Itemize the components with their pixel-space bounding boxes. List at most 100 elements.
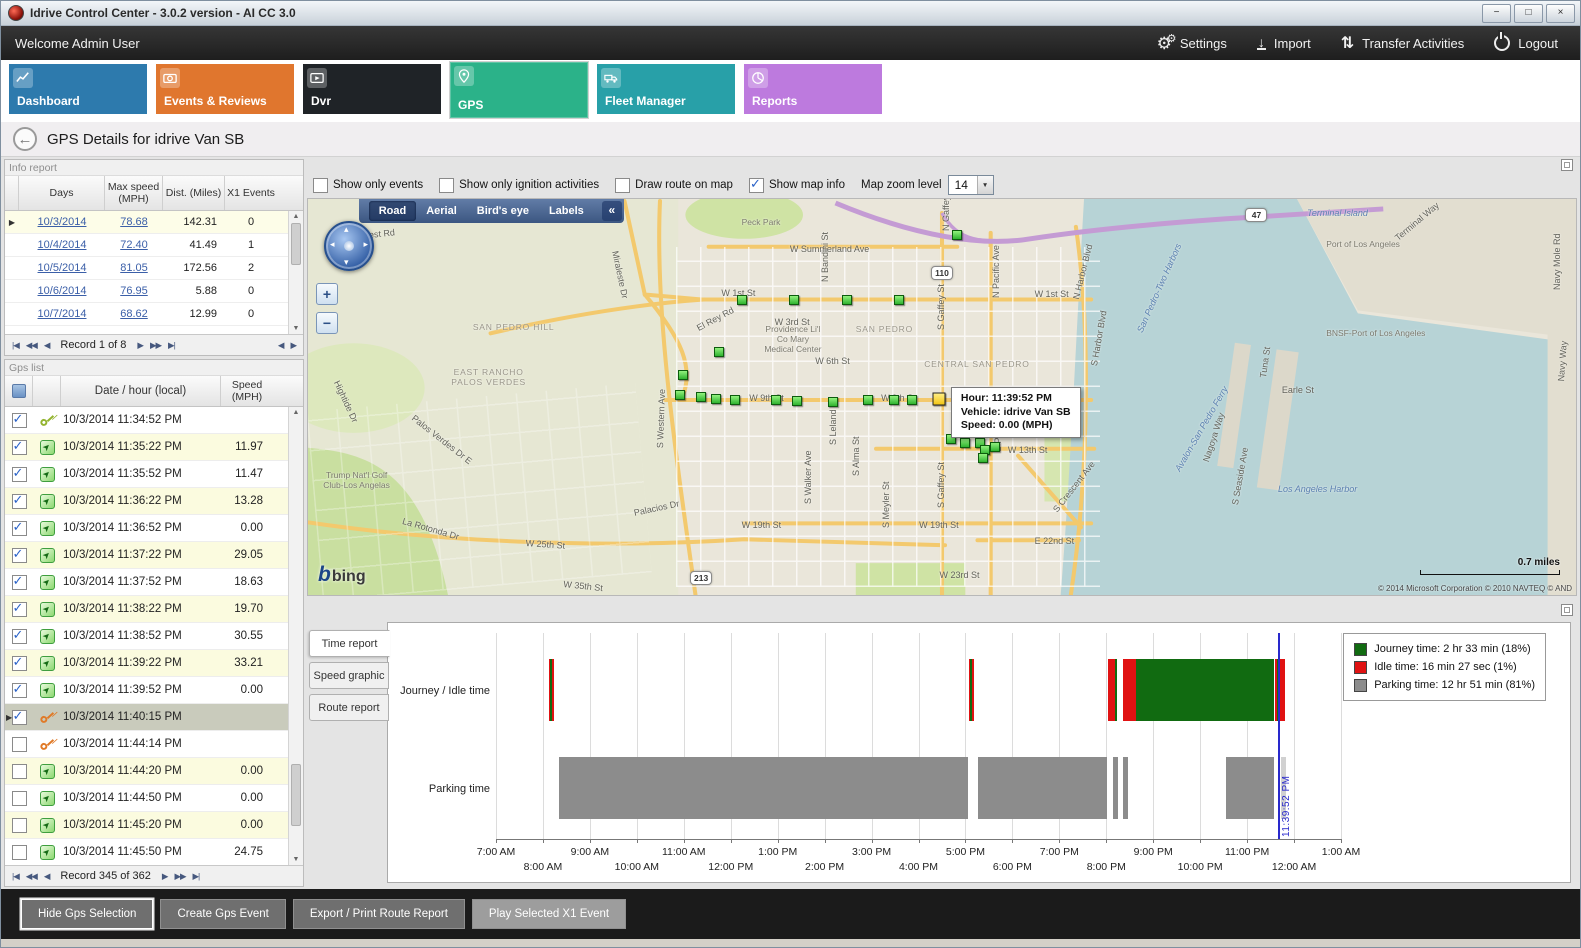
gps-marker[interactable] xyxy=(827,397,838,408)
gps-marker[interactable] xyxy=(711,393,722,404)
max-speed-link[interactable]: 81.05 xyxy=(120,262,148,274)
gps-list-row[interactable]: 10/3/2014 11:36:52 PM 0.00 xyxy=(5,515,303,542)
scroll-up-icon[interactable]: ▲ xyxy=(292,213,300,220)
collapse-icon[interactable]: « xyxy=(601,201,622,221)
checkbox-icon[interactable] xyxy=(313,177,328,193)
checkbox-icon[interactable] xyxy=(439,177,455,193)
row-checkbox[interactable] xyxy=(11,546,27,563)
gps-list-row[interactable]: 10/3/2014 11:37:22 PM 29.05 xyxy=(5,542,303,569)
day-link[interactable]: 10/4/2014 xyxy=(37,239,87,251)
map-view-birds-eye[interactable]: Bird's eye xyxy=(476,205,529,217)
row-checkbox[interactable] xyxy=(11,411,27,428)
day-link[interactable]: 10/3/2014 xyxy=(37,216,87,228)
info-report-row[interactable]: ▶ 10/3/2014 78.68 142.31 0 xyxy=(5,211,303,234)
gps-marker[interactable] xyxy=(713,347,724,358)
row-checkbox[interactable] xyxy=(11,736,27,752)
back-button[interactable]: ← xyxy=(13,127,37,151)
row-checkbox[interactable] xyxy=(11,573,27,590)
row-checkbox[interactable] xyxy=(11,763,27,779)
gps-marker[interactable] xyxy=(792,395,803,406)
maximize-button[interactable]: □ xyxy=(1514,3,1543,23)
pager-last-button[interactable]: ▶| xyxy=(192,870,201,881)
gps-marker[interactable] xyxy=(975,437,986,448)
export-print-route-report-button[interactable]: Export / Print Route Report xyxy=(292,899,465,929)
gps-list-row[interactable]: ▶ 10/3/2014 11:40:15 PM xyxy=(5,704,303,731)
checkbox-draw-route[interactable]: Draw route on map xyxy=(615,177,733,193)
info-report-scrollbar[interactable]: ▲ ▼ xyxy=(288,211,303,334)
scrollbar-thumb[interactable] xyxy=(291,764,301,827)
gps-marker[interactable] xyxy=(959,437,970,448)
gps-marker[interactable] xyxy=(893,294,904,305)
compass-center[interactable] xyxy=(344,241,354,251)
tab-events-reviews[interactable]: Events & Reviews xyxy=(156,64,294,114)
pan-up-icon[interactable]: ▴ xyxy=(344,224,349,234)
gps-list-scrollbar[interactable]: ▲ ▼ xyxy=(288,407,303,865)
gps-marker[interactable] xyxy=(977,452,988,463)
gps-marker[interactable] xyxy=(730,395,741,406)
tab-time-report[interactable]: Time report xyxy=(309,630,390,657)
row-checkbox[interactable] xyxy=(11,708,27,725)
checkbox-icon[interactable] xyxy=(748,176,764,193)
map-view-aerial[interactable]: Aerial xyxy=(426,205,457,217)
pager-first-button[interactable]: |◀ xyxy=(12,339,20,350)
pager-next-button[interactable]: ▶ xyxy=(137,339,143,350)
row-checkbox[interactable] xyxy=(11,817,27,833)
gps-list-row[interactable]: 10/3/2014 11:36:22 PM 13.28 xyxy=(5,488,303,515)
close-button[interactable]: × xyxy=(1546,3,1575,23)
checkbox-show-only-events[interactable]: Show only events xyxy=(313,177,423,193)
max-speed-link[interactable]: 76.95 xyxy=(120,285,148,297)
row-checkbox[interactable] xyxy=(11,438,27,455)
minimize-button[interactable]: − xyxy=(1482,3,1511,23)
column-header-speed[interactable]: Speed (MPH) xyxy=(231,379,263,403)
pan-down-icon[interactable]: ▾ xyxy=(344,257,349,267)
row-checkbox[interactable] xyxy=(11,600,27,617)
gps-marker[interactable] xyxy=(952,229,963,240)
pager-prev-page-button[interactable]: ◀◀ xyxy=(25,870,38,881)
gps-list-row[interactable]: 10/3/2014 11:44:14 PM xyxy=(5,731,303,758)
tab-speed-graphic[interactable]: Speed graphic xyxy=(309,662,389,689)
gps-marker[interactable] xyxy=(736,294,747,305)
tab-fleet-manager[interactable]: Fleet Manager xyxy=(597,64,735,114)
row-checkbox[interactable] xyxy=(11,492,27,509)
gps-marker[interactable] xyxy=(674,390,685,401)
map[interactable]: Peck Park Crest Rd W Summerland Ave Mirales… xyxy=(307,198,1577,596)
column-header-distance[interactable]: Dist. (Miles) xyxy=(163,176,225,210)
day-link[interactable]: 10/7/2014 xyxy=(37,308,87,320)
pan-right-icon[interactable]: ▸ xyxy=(363,239,368,249)
play-selected-x1-event-button[interactable]: Play Selected X1 Event xyxy=(471,899,627,929)
gps-list-row[interactable]: 10/3/2014 11:39:22 PM 33.21 xyxy=(5,650,303,677)
max-speed-link[interactable]: 78.68 xyxy=(120,216,148,228)
day-link[interactable]: 10/6/2014 xyxy=(37,285,87,297)
gps-marker[interactable] xyxy=(788,294,799,305)
map-view-labels[interactable]: Labels xyxy=(548,205,584,217)
gps-list-row[interactable]: 10/3/2014 11:44:20 PM 0.00 xyxy=(5,758,303,785)
settings-button[interactable]: ⚙ Settings xyxy=(1157,31,1227,52)
gps-list-row[interactable]: 10/3/2014 11:35:22 PM 11.97 xyxy=(5,434,303,461)
pager-prev-button[interactable]: ◀ xyxy=(43,339,50,350)
row-checkbox[interactable] xyxy=(11,844,27,860)
map-view-road[interactable]: Road xyxy=(368,201,417,221)
gps-list-row[interactable]: 10/3/2014 11:37:52 PM 18.63 xyxy=(5,569,303,596)
tab-route-report[interactable]: Route report xyxy=(309,694,389,721)
pager-next-page-button[interactable]: ▶▶ xyxy=(149,339,162,350)
gps-marker[interactable] xyxy=(770,395,781,406)
info-report-row[interactable]: 10/5/2014 81.05 172.56 2 xyxy=(5,257,303,280)
max-speed-link[interactable]: 68.62 xyxy=(120,308,148,320)
gps-list-row[interactable]: 10/3/2014 11:38:52 PM 30.55 xyxy=(5,623,303,650)
create-gps-event-button[interactable]: Create Gps Event xyxy=(160,899,286,929)
row-checkbox[interactable] xyxy=(11,519,27,536)
row-checkbox[interactable] xyxy=(11,627,27,644)
scroll-down-icon[interactable]: ▼ xyxy=(292,856,300,863)
tab-gps[interactable]: GPS xyxy=(450,62,588,118)
tab-reports[interactable]: Reports xyxy=(744,64,882,114)
gps-marker[interactable] xyxy=(841,294,852,305)
row-checkbox[interactable] xyxy=(11,681,27,698)
pager-scroll-left-icon[interactable]: ◀ xyxy=(277,339,284,350)
zoom-in-button[interactable]: + xyxy=(316,283,338,305)
column-header-datetime[interactable]: Date / hour (local) xyxy=(61,376,221,406)
column-header-x1-events[interactable]: X1 Events xyxy=(227,187,275,199)
expand-panel-icon[interactable] xyxy=(1561,604,1573,616)
gps-marker[interactable] xyxy=(678,370,689,381)
scrollbar-thumb[interactable] xyxy=(291,223,301,265)
row-checkbox[interactable] xyxy=(11,790,27,806)
